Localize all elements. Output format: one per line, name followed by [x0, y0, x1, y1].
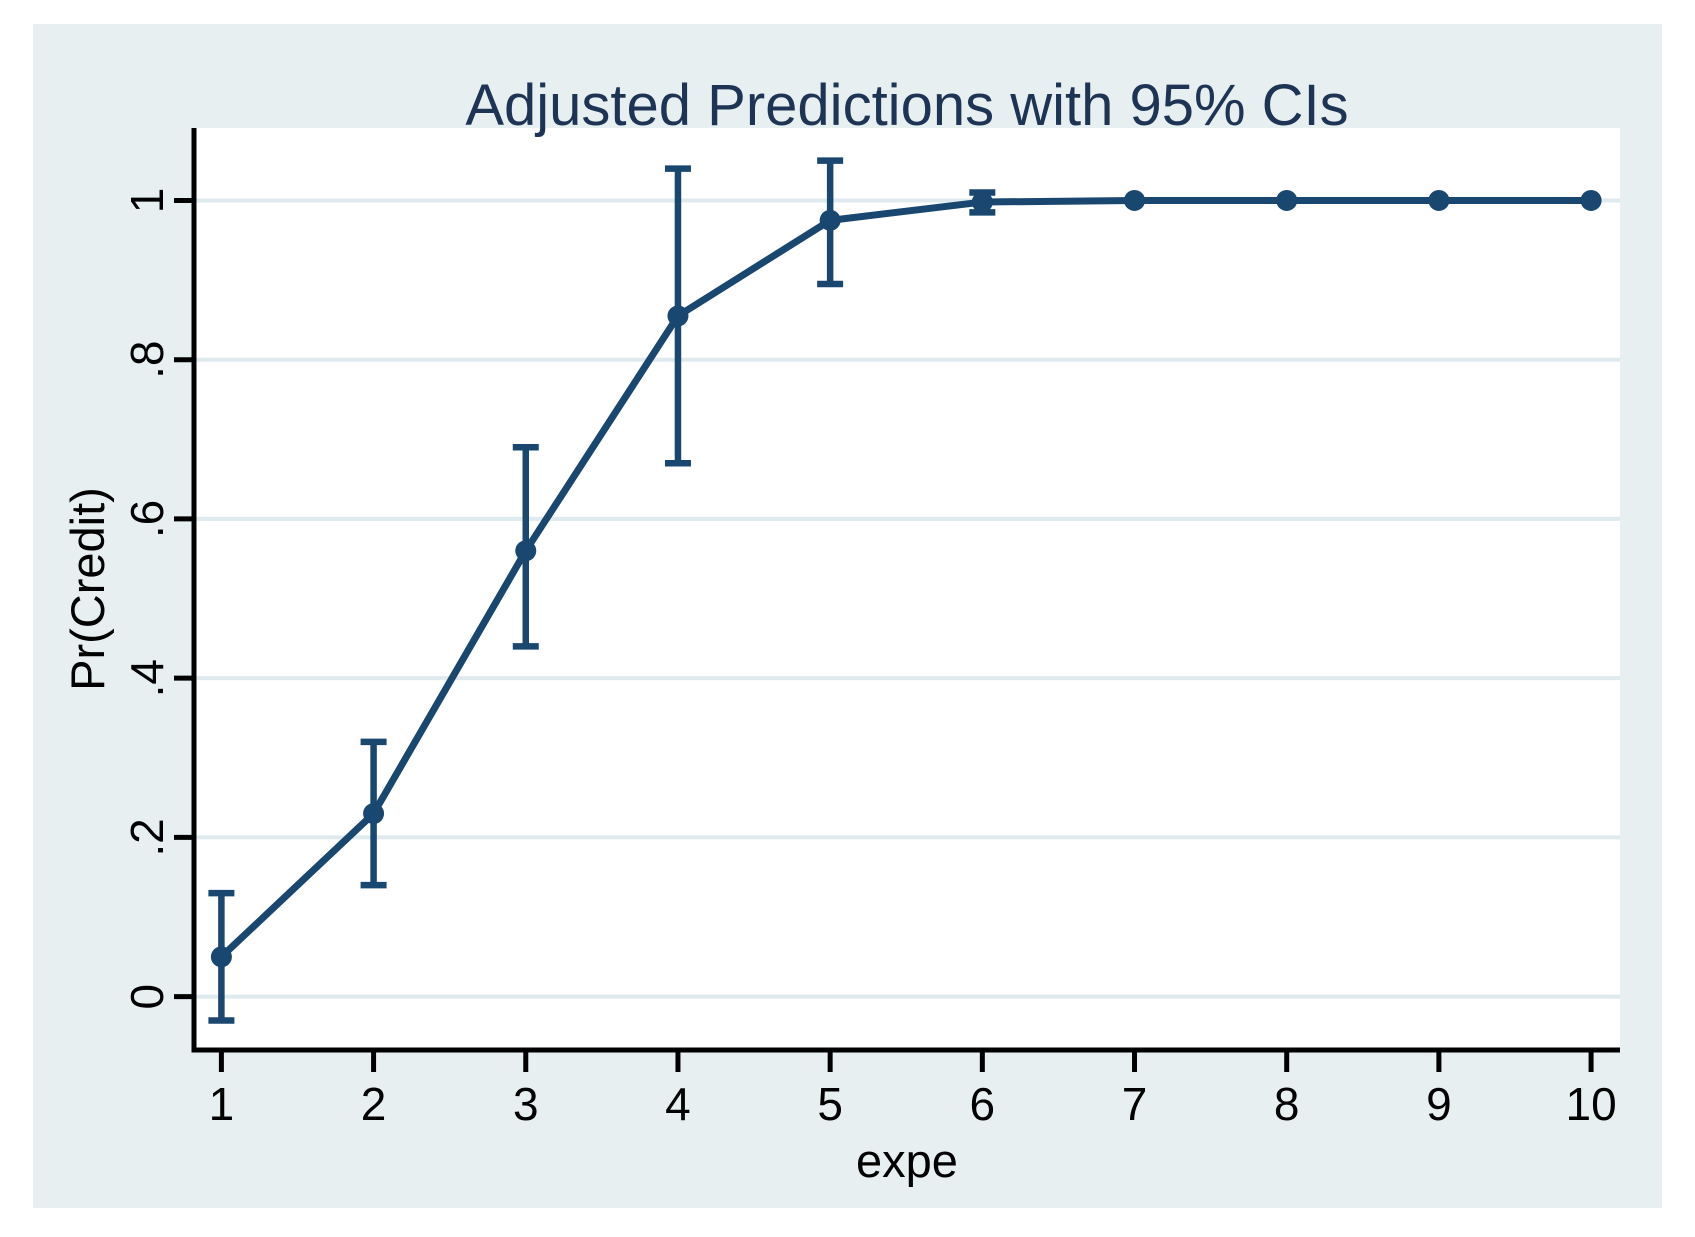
x-axis-label: expe — [856, 1134, 958, 1187]
data-point-x7 — [1124, 189, 1146, 211]
x-tick-label-4: 4 — [665, 1078, 691, 1130]
x-tick-label-3: 3 — [513, 1078, 539, 1130]
prediction-polyline — [218, 196, 1592, 960]
prediction-line — [218, 196, 1592, 960]
y-axis-label: Pr(Credit) — [61, 487, 114, 691]
y-tick-label-.2: .2 — [121, 818, 173, 856]
data-point-x9 — [1428, 189, 1450, 211]
x-tick-label-8: 8 — [1274, 1078, 1300, 1130]
data-point-x8 — [1276, 189, 1298, 211]
x-axis-ticks: 1 2 3 4 5 6 7 8 9 10 — [209, 1050, 1617, 1130]
x-tick-label-9: 9 — [1426, 1078, 1452, 1130]
x-tick-label-10: 10 — [1565, 1078, 1616, 1130]
y-tick-label-.6: .6 — [121, 500, 173, 538]
data-point-x5 — [819, 209, 841, 231]
chart-title: Adjusted Predictions with 95% CIs — [465, 73, 1348, 138]
data-point-x4 — [667, 305, 689, 327]
y-tick-label-.8: .8 — [121, 341, 173, 379]
data-point-x3 — [515, 540, 537, 562]
x-tick-label-5: 5 — [817, 1078, 843, 1130]
y-tick-label-1: 1 — [121, 188, 173, 214]
y-tick-label-.4: .4 — [121, 659, 173, 697]
data-point-x10 — [1580, 189, 1602, 211]
y-tick-label-0: 0 — [121, 984, 173, 1010]
data-point-x1 — [210, 946, 232, 968]
prediction-markers — [210, 189, 1602, 968]
data-point-x6 — [971, 191, 993, 213]
x-tick-label-7: 7 — [1122, 1078, 1148, 1130]
data-point-x2 — [363, 803, 385, 825]
y-axis-ticks: 0 .2 .4 .6 .8 1 — [121, 188, 194, 1010]
x-tick-label-1: 1 — [209, 1078, 235, 1130]
x-tick-label-2: 2 — [361, 1078, 387, 1130]
plot-area-background — [194, 128, 1620, 1050]
x-tick-label-6: 6 — [970, 1078, 996, 1130]
